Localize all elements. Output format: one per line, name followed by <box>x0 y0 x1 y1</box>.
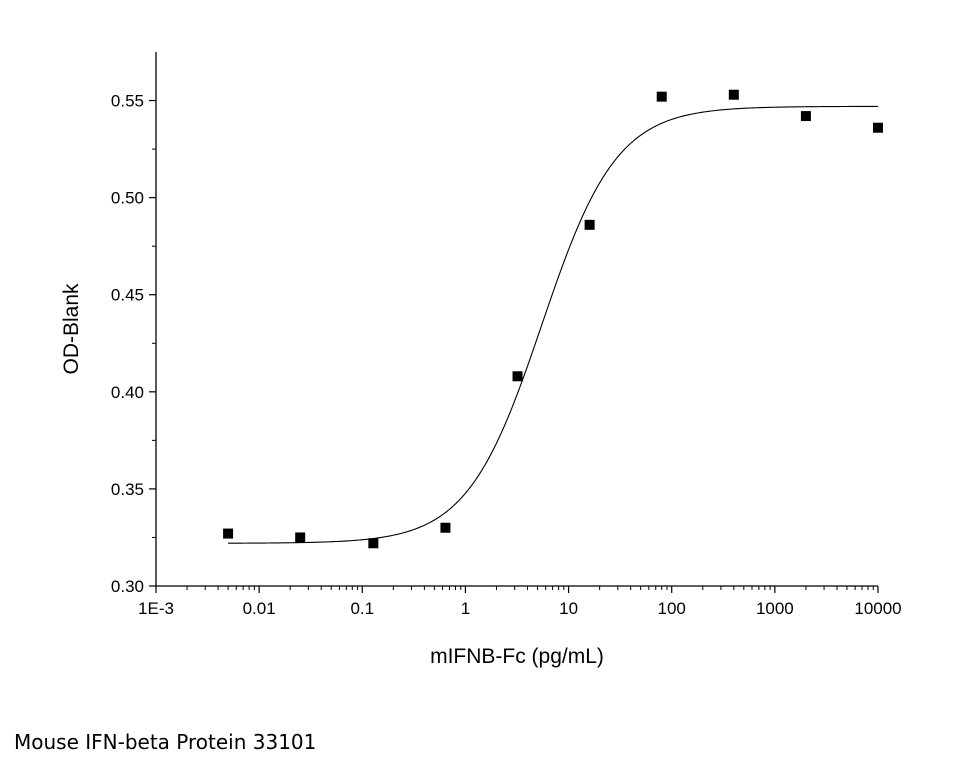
data-point <box>223 528 234 539</box>
data-point <box>800 111 811 122</box>
axes <box>155 52 878 587</box>
y-tick-label: 0.45 <box>111 286 144 305</box>
x-tick-label: 1000 <box>756 599 794 618</box>
y-axis-title: OD-Blank <box>60 283 83 375</box>
data-point <box>656 91 667 102</box>
data-point <box>584 219 595 230</box>
x-tick-label: 100 <box>658 599 686 618</box>
data-point <box>295 532 306 543</box>
data-point <box>873 122 883 133</box>
y-tick-label: 0.55 <box>111 92 144 111</box>
data-points <box>223 89 883 549</box>
data-point <box>512 371 523 382</box>
x-tick-label: 1 <box>461 599 470 618</box>
data-point <box>728 89 739 100</box>
y-tick-label: 0.35 <box>111 480 144 499</box>
x-tick-label: 10 <box>559 599 578 618</box>
x-tick-label: 0.1 <box>350 599 374 618</box>
fit-curve <box>228 105 879 544</box>
x-tick-label: 0.01 <box>243 599 276 618</box>
x-axis-ticks: 1E-3 0.01 0.1 1 10 100 1000 10000 <box>138 586 902 618</box>
x-axis-title: mIFNB-Fc (pg/mL) <box>430 645 604 668</box>
data-point <box>368 538 379 549</box>
figure-caption: Mouse IFN-beta Protein 33101 <box>14 730 317 754</box>
y-axis-ticks: 0.30 0.35 0.40 0.45 0.50 0.55 <box>111 92 156 596</box>
dose-response-chart: 0.300.350.400.450.500.55 1E-3 0.01 0.1 1 10 1… <box>60 52 902 668</box>
y-tick-label: 0.50 <box>111 189 144 208</box>
x-tick-label: 10000 <box>854 599 901 618</box>
y-tick-label: 0.30 <box>111 577 144 596</box>
x-tick-label: 1E-3 <box>138 599 174 618</box>
data-point <box>440 522 451 533</box>
y-tick-label: 0.40 <box>111 383 144 402</box>
